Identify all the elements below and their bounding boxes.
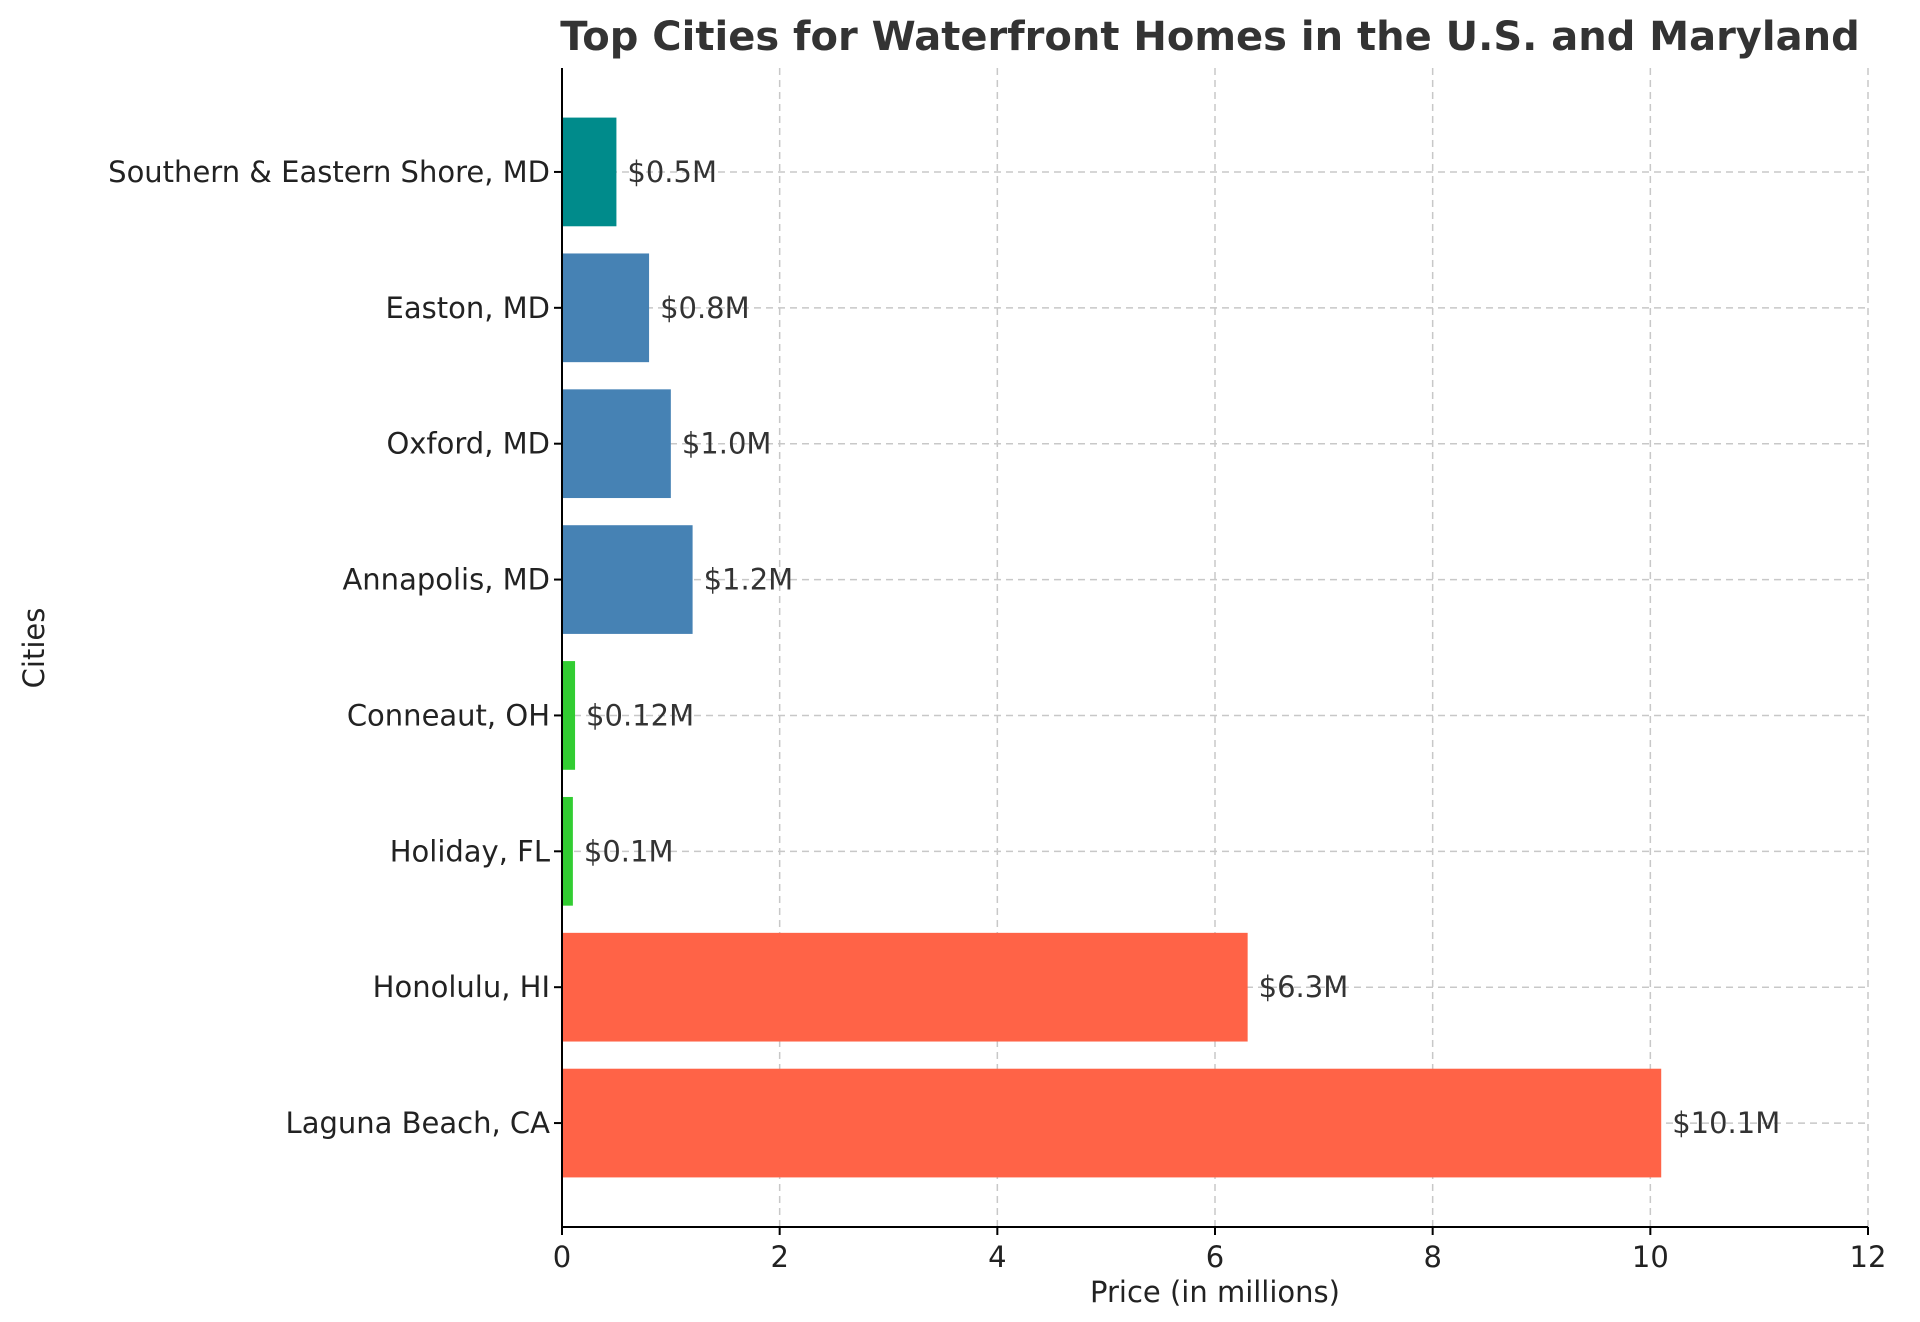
bar — [562, 525, 693, 634]
bar-value-label: $0.1M — [584, 834, 674, 868]
bar-value-label: $0.5M — [627, 155, 717, 189]
x-tick-label: 12 — [1850, 1240, 1887, 1274]
bar — [562, 1068, 1662, 1178]
bar-value-label: $0.12M — [586, 698, 694, 732]
bars — [562, 117, 1662, 1178]
bar — [562, 796, 573, 906]
bar — [562, 117, 617, 227]
x-tick-label: 0 — [553, 1240, 571, 1274]
y-axis-label: Cities — [17, 608, 51, 689]
x-tick-label: 6 — [1206, 1240, 1224, 1274]
chart-title: Top Cities for Waterfront Homes in the U… — [560, 14, 1859, 60]
y-tick-label: Oxford, MD — [386, 427, 550, 461]
bar-value-label: $10.1M — [1672, 1106, 1780, 1140]
bar — [562, 661, 576, 770]
bar-value-label: $1.2M — [704, 563, 794, 597]
y-tick-label: Annapolis, MD — [342, 563, 550, 597]
y-tick-label: Easton, MD — [386, 291, 550, 325]
x-tick-label: 4 — [988, 1240, 1006, 1274]
gridlines — [561, 68, 1869, 1227]
x-axis-label: Price (in millions) — [1090, 1275, 1340, 1309]
y-axis-ticks: Laguna Beach, CA Honolulu, HI Holiday, FL C… — [108, 155, 562, 1140]
x-tick-label: 10 — [1632, 1240, 1669, 1274]
y-tick-label: Holiday, FL — [390, 834, 550, 868]
bar-value-label: $1.0M — [682, 427, 772, 461]
y-tick-label: Conneaut, OH — [347, 698, 550, 732]
bar-value-label: $6.3M — [1259, 970, 1349, 1004]
bar — [562, 253, 650, 363]
data-labels: $10.1M $6.3M $0.1M $0.12M $1.2M $1.0M $0.8M $0.… — [584, 155, 1780, 1140]
y-tick-label: Honolulu, HI — [373, 970, 550, 1004]
bar — [562, 932, 1248, 1042]
x-tick-label: 8 — [1423, 1240, 1441, 1274]
bar — [562, 389, 671, 499]
x-axis-ticks: 0 2 4 6 8 10 12 — [553, 1227, 1887, 1274]
y-tick-label: Laguna Beach, CA — [286, 1106, 551, 1140]
y-tick-label: Southern & Eastern Shore, MD — [108, 155, 550, 189]
bar-value-label: $0.8M — [660, 291, 750, 325]
x-tick-label: 2 — [770, 1240, 788, 1274]
